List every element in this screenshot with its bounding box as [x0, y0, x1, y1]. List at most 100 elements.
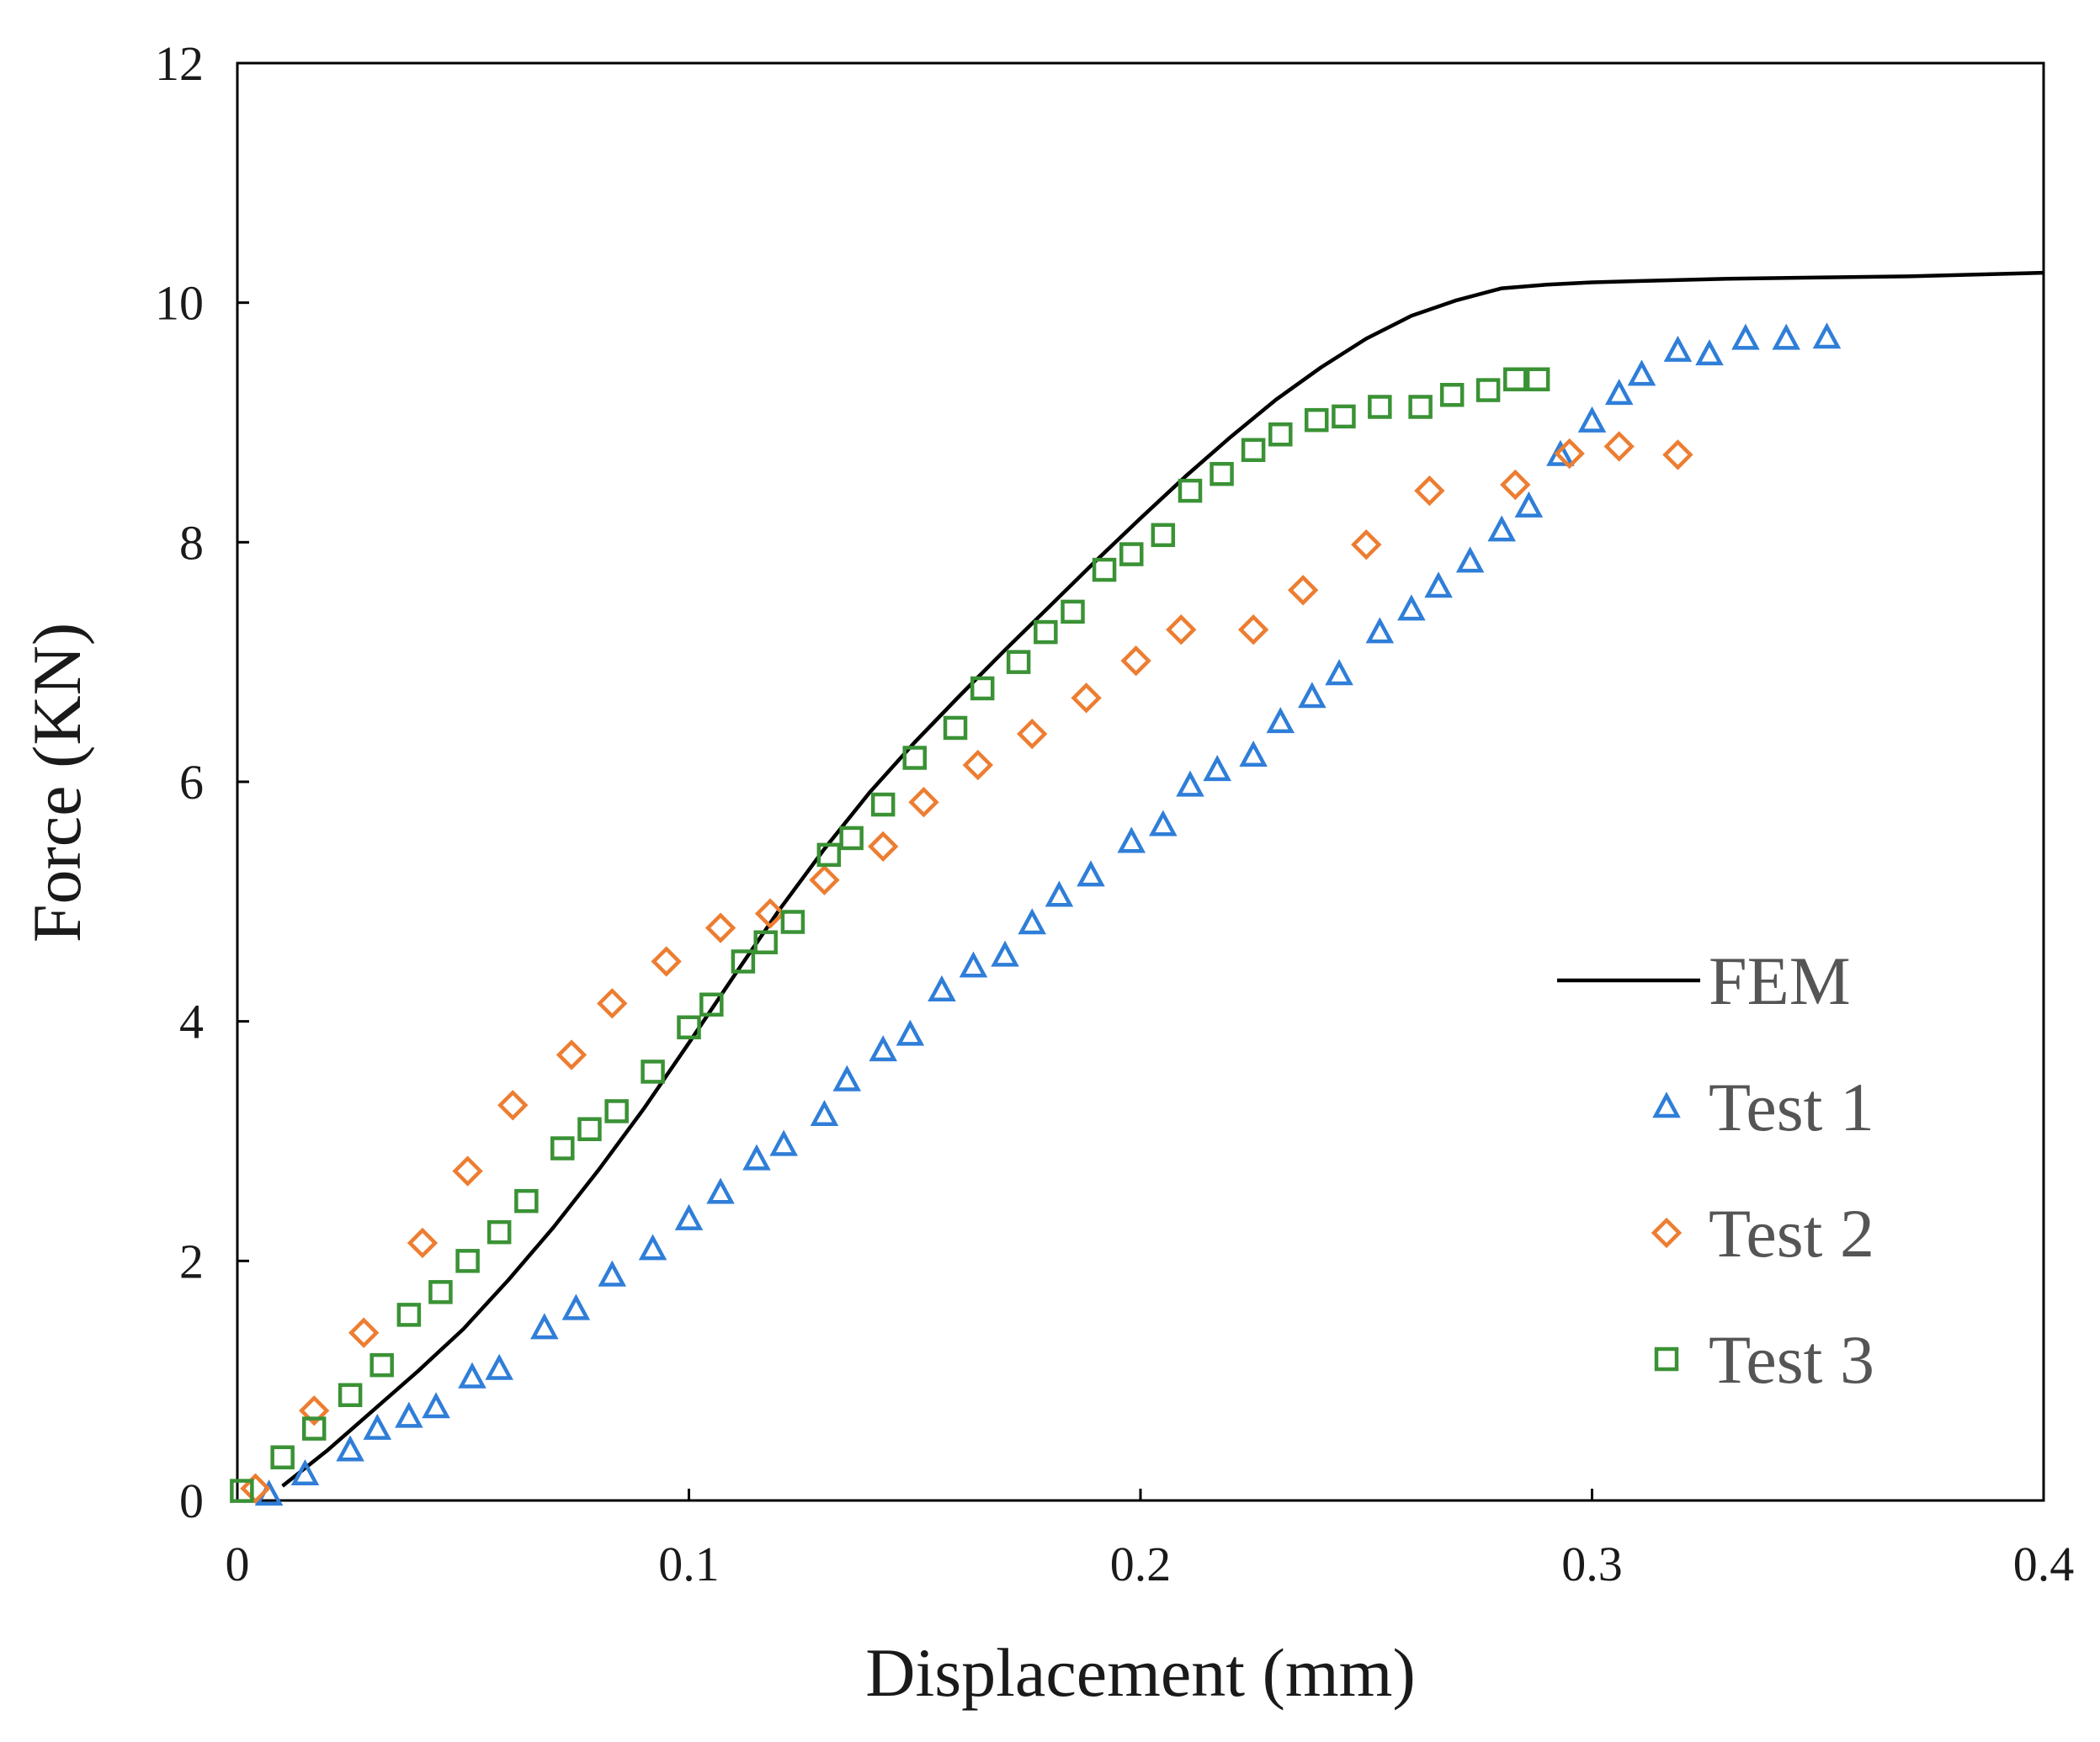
- test-1-point: [363, 1413, 392, 1440]
- test-1-point: [1487, 515, 1516, 542]
- test-2-point: [868, 831, 899, 863]
- legend-item-test-1: Test 1: [1652, 1069, 1874, 1145]
- x-tick-label: 0: [226, 1537, 250, 1591]
- x-tick-label: 0.4: [2013, 1537, 2075, 1591]
- test-3-point: [902, 746, 927, 770]
- x-axis-ticks: 0 0.1 0.2 0.3 0.4: [226, 1489, 2075, 1591]
- test-3-point: [1061, 599, 1085, 624]
- test-3-point: [455, 1249, 480, 1273]
- legend-item-test-3: Test 3: [1654, 1321, 1874, 1398]
- y-tick-label: 0: [179, 1474, 204, 1528]
- legend-swatch-triangle: [1652, 1091, 1681, 1118]
- test-2-point: [240, 1473, 271, 1504]
- test-3-point: [641, 1060, 665, 1084]
- y-tick-label: 2: [179, 1234, 204, 1288]
- test-1-point: [1077, 860, 1105, 887]
- test-3-point: [514, 1188, 539, 1214]
- test-1-point: [896, 1019, 925, 1046]
- test-3-point: [1006, 650, 1031, 674]
- legend-item-fem: FEM: [1557, 943, 1851, 1019]
- test-1-point: [869, 1035, 897, 1062]
- test-3-point: [1151, 523, 1176, 548]
- test-1-point: [1397, 594, 1426, 621]
- series-test-3: [230, 367, 1550, 1503]
- test-3-point: [428, 1280, 453, 1304]
- test-3-point: [970, 676, 995, 701]
- test-3-point: [699, 992, 724, 1017]
- test-3-point: [1092, 557, 1117, 582]
- test-1-point: [1266, 707, 1295, 734]
- legend-swatch-square: [1654, 1346, 1679, 1372]
- test-2-point: [651, 946, 682, 977]
- test-2-point: [348, 1317, 380, 1348]
- test-2-point: [556, 1039, 587, 1070]
- x-tick-label: 0.3: [1561, 1537, 1623, 1591]
- test-3-point: [577, 1117, 602, 1142]
- y-axis-title: Force (KN): [19, 623, 95, 943]
- test-2-point: [497, 1090, 529, 1121]
- test-3-point: [396, 1303, 422, 1327]
- test-1-point: [742, 1144, 771, 1171]
- test-2-point: [704, 912, 736, 943]
- test-2-point: [754, 898, 786, 929]
- test-1-point: [1731, 323, 1760, 350]
- test-1-point: [1325, 659, 1353, 686]
- test-1-point: [485, 1353, 513, 1380]
- y-tick-label: 8: [179, 515, 204, 570]
- test-1-point: [991, 940, 1019, 967]
- test-2-point: [1120, 645, 1151, 677]
- test-1-point: [1045, 880, 1074, 907]
- test-3-point: [1034, 619, 1058, 645]
- test-3-point: [1525, 367, 1550, 392]
- test-3-point: [1368, 395, 1392, 419]
- test-3-point: [604, 1099, 629, 1123]
- test-1-point: [1455, 546, 1485, 573]
- x-axis-title: Displacement (mm): [865, 1634, 1416, 1711]
- test-1-point: [1695, 339, 1724, 366]
- test-1-point: [290, 1458, 320, 1485]
- test-1-point: [1577, 406, 1607, 433]
- test-3-point: [753, 930, 778, 954]
- test-3-point: [1209, 461, 1234, 486]
- test-2-point: [809, 864, 840, 895]
- series-fem: [281, 270, 2044, 1488]
- test-3-point: [369, 1352, 394, 1378]
- y-tick-label: 4: [179, 995, 204, 1049]
- test-3-point: [301, 1416, 327, 1441]
- test-1-point: [1627, 359, 1656, 386]
- test-1-point: [1117, 826, 1146, 853]
- test-2-point: [1166, 614, 1197, 645]
- test-1-point: [1663, 335, 1693, 362]
- test-1-point: [422, 1392, 450, 1419]
- test-3-point: [780, 910, 805, 934]
- y-tick-label: 12: [155, 36, 204, 91]
- test-3-point: [839, 826, 864, 851]
- test-2-point: [962, 749, 994, 781]
- test-3-point: [870, 792, 896, 817]
- legend-label: Test 3: [1709, 1321, 1874, 1398]
- test-1-point: [1298, 682, 1326, 709]
- test-1-point: [832, 1065, 862, 1091]
- y-tick-label: 6: [179, 755, 204, 810]
- x-tick-label: 0.1: [658, 1537, 720, 1591]
- test-3-point: [1408, 395, 1433, 419]
- y-axis-ticks: 0 2 4 6 8 10 12: [155, 36, 249, 1528]
- legend-item-test-2: Test 2: [1651, 1195, 1874, 1272]
- test-3-point: [1178, 478, 1203, 503]
- test-3-point: [1475, 378, 1501, 402]
- test-2-point: [1603, 431, 1635, 462]
- test-2-point: [597, 988, 628, 1019]
- test-3-point: [1332, 404, 1356, 429]
- plot-series: [230, 270, 2044, 1506]
- test-2-point: [1071, 682, 1102, 714]
- test-2-point: [1662, 439, 1693, 470]
- test-3-point: [270, 1445, 295, 1470]
- test-3-point: [486, 1219, 512, 1245]
- test-1-point: [1176, 770, 1204, 797]
- test-1-point: [1812, 322, 1842, 349]
- test-1-point: [336, 1435, 364, 1462]
- test-1-point: [769, 1129, 798, 1156]
- test-3-point: [550, 1136, 575, 1160]
- test-1-point: [458, 1362, 486, 1389]
- y-tick-label: 10: [155, 276, 204, 331]
